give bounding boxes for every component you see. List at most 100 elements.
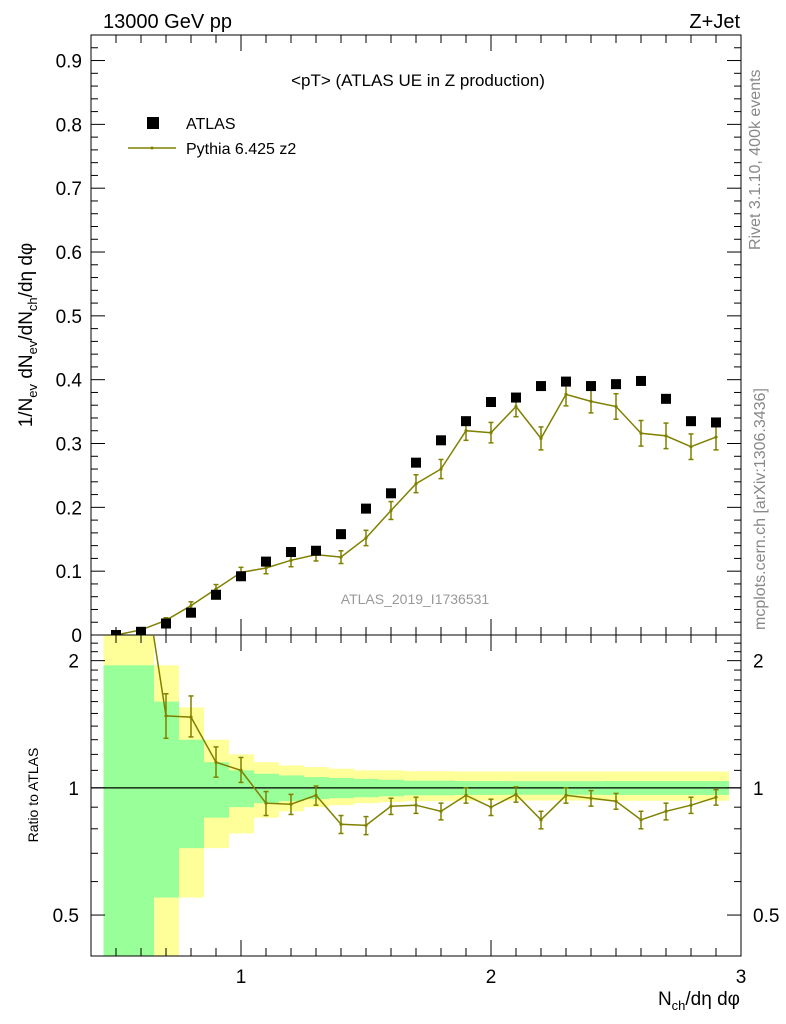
pythia-point bbox=[489, 431, 493, 435]
atlas-point bbox=[486, 397, 496, 408]
ratio-point bbox=[714, 795, 718, 799]
ratio-point bbox=[214, 760, 218, 764]
ratio-point bbox=[389, 804, 393, 808]
ratio-plot-axes: 0.5 0.5 1 1 2 2 1 2 3 bbox=[53, 634, 779, 988]
ratio-stat-band bbox=[128, 665, 154, 956]
ratio-ylabel: Ratio to ATLAS bbox=[25, 748, 41, 843]
pythia-point bbox=[389, 508, 393, 513]
pythia-point bbox=[364, 536, 368, 540]
pythia-point bbox=[589, 399, 593, 403]
ratio-point bbox=[539, 818, 543, 822]
ratio-point bbox=[564, 793, 568, 797]
ratio-point bbox=[689, 803, 693, 807]
main-ytick-label: 0.8 bbox=[56, 115, 82, 136]
main-ytick-label: 0 bbox=[71, 626, 82, 647]
main-ytick-label: 0.1 bbox=[56, 562, 82, 583]
atlas-point bbox=[561, 376, 571, 387]
atlas-point bbox=[461, 416, 471, 427]
ratio-ytick-label: 2 bbox=[68, 652, 79, 673]
atlas-point bbox=[686, 416, 696, 427]
atlas-point bbox=[511, 392, 521, 403]
pythia-point bbox=[639, 431, 643, 435]
ratio-ytick-label-right: 2 bbox=[753, 652, 764, 673]
legend-pythia-label: Pythia 6.425 z2 bbox=[186, 141, 296, 158]
legend-pythia-marker bbox=[150, 146, 154, 150]
atlas-point bbox=[261, 556, 271, 567]
pythia-point bbox=[664, 434, 668, 438]
main-ytick-label: 0.4 bbox=[56, 371, 83, 392]
ratio-point bbox=[364, 823, 368, 827]
analysis-label: ATLAS_2019_I1736531 bbox=[341, 591, 490, 607]
main-plot-data bbox=[111, 375, 721, 640]
ratio-point bbox=[164, 714, 168, 718]
pythia-point bbox=[439, 467, 443, 471]
mcplots-label: mcplots.cern.ch [arXiv:1306.3436] bbox=[752, 388, 769, 630]
main-plot-axes: 0 0.1 0.2 0.3 0.4 0.5 0.6 0.7 0.8 0.9 bbox=[56, 34, 742, 647]
ratio-point bbox=[289, 802, 293, 806]
atlas-point bbox=[586, 381, 596, 392]
ratio-point bbox=[189, 715, 193, 719]
atlas-point bbox=[386, 488, 396, 499]
main-ytick-label: 0.5 bbox=[56, 307, 82, 328]
ratio-stat-band bbox=[178, 739, 204, 849]
x-tick-label: 1 bbox=[236, 967, 247, 988]
ratio-point bbox=[414, 803, 418, 807]
pythia-point bbox=[614, 404, 618, 409]
atlas-point bbox=[336, 529, 346, 540]
legend: ATLAS Pythia 6.425 z2 bbox=[128, 116, 296, 158]
ratio-point bbox=[439, 809, 443, 813]
legend-atlas-label: ATLAS bbox=[186, 116, 236, 133]
pythia-point bbox=[414, 482, 418, 486]
ratio-point bbox=[664, 809, 668, 813]
main-ytick-label: 0.9 bbox=[56, 52, 82, 73]
ratio-point bbox=[314, 793, 318, 797]
ratio-pythia-line bbox=[152, 634, 717, 827]
atlas-point bbox=[286, 547, 296, 558]
main-ytick-label: 0.7 bbox=[56, 179, 82, 200]
ratio-point bbox=[614, 799, 618, 803]
ratio-point bbox=[464, 793, 468, 797]
pythia-point bbox=[689, 445, 693, 449]
atlas-point bbox=[311, 545, 321, 556]
ratio-point bbox=[264, 801, 268, 805]
atlas-point bbox=[411, 457, 421, 468]
atlas-point bbox=[611, 379, 621, 390]
atlas-point bbox=[211, 589, 221, 600]
pythia-point bbox=[264, 566, 268, 570]
ratio-point bbox=[239, 768, 243, 772]
atlas-point bbox=[161, 618, 171, 629]
header-process: Z+Jet bbox=[689, 11, 740, 33]
atlas-point bbox=[636, 375, 646, 386]
ratio-ytick-label-right: 1 bbox=[753, 779, 764, 800]
ratio-point bbox=[339, 822, 343, 826]
atlas-point bbox=[436, 435, 446, 446]
atlas-point bbox=[536, 381, 546, 392]
atlas-point bbox=[711, 417, 721, 428]
pythia-point bbox=[714, 435, 718, 439]
rivet-label: Rivet 3.1.10, 400k events bbox=[747, 69, 764, 250]
pythia-point bbox=[339, 555, 343, 559]
ratio-stat-band bbox=[103, 665, 129, 956]
main-ytick-label: 0.3 bbox=[56, 435, 82, 456]
ratio-ytick-label: 1 bbox=[68, 779, 79, 800]
atlas-point bbox=[236, 571, 246, 582]
main-ytick-label: 0.6 bbox=[56, 243, 82, 264]
ratio-point bbox=[514, 792, 518, 796]
main-ylabel: 1/Nev dNev/dNch/dη dφ bbox=[16, 243, 40, 428]
pythia-point bbox=[514, 404, 518, 409]
ratio-point bbox=[639, 818, 643, 822]
pythia-point bbox=[539, 436, 543, 441]
atlas-point bbox=[661, 393, 671, 404]
x-axis-label: Nch/dη dφ bbox=[658, 989, 740, 1013]
ratio-ytick-label-right: 0.5 bbox=[753, 906, 779, 927]
ratio-point bbox=[589, 796, 593, 800]
ratio-plot-data bbox=[152, 634, 719, 836]
x-tick-label: 2 bbox=[486, 967, 497, 988]
ratio-uncertainty-bands bbox=[103, 635, 729, 956]
atlas-point bbox=[136, 626, 146, 637]
pythia-point bbox=[564, 392, 568, 396]
ratio-point bbox=[489, 805, 493, 809]
pythia-point bbox=[464, 429, 468, 433]
pythia-point bbox=[189, 604, 193, 608]
